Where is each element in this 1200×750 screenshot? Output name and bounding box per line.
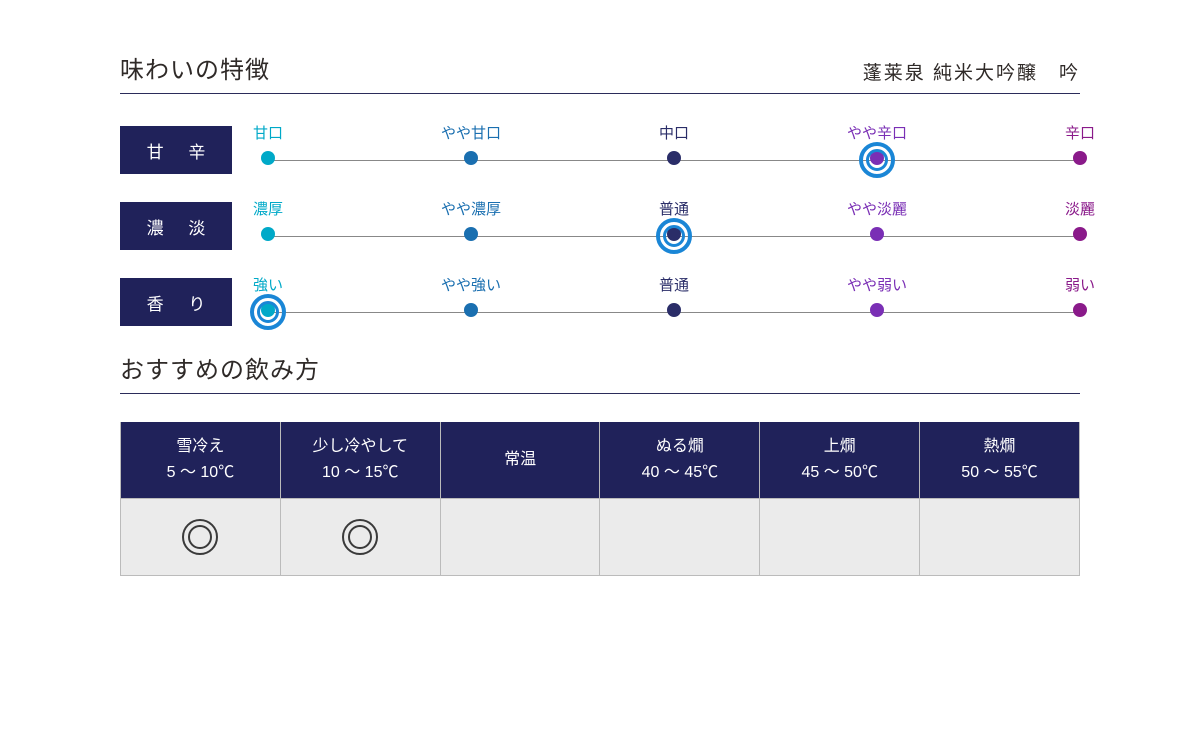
scale-points: 濃厚やや濃厚普通やや淡麗淡麗 [268,198,1080,241]
flavor-row: 濃 淡濃厚やや濃厚普通やや淡麗淡麗 [120,198,1080,254]
temp-name: ぬる燗 [656,434,704,460]
temp-column: 常温 [440,422,600,576]
temp-range: 40 〜 45℃ [642,460,719,486]
scale-point-label: 濃厚 [253,198,283,219]
scale-dot [667,303,681,317]
temp-range: 45 〜 50℃ [801,460,878,486]
temp-column: 雪冷え5 〜 10℃ [120,422,280,576]
temp-range: 10 〜 15℃ [322,460,399,486]
scale-dot [1073,303,1087,317]
scale-dot [261,151,275,165]
temp-range: 5 〜 10℃ [167,460,235,486]
flavor-row: 甘 辛甘口やや甘口中口やや辛口辛口 [120,122,1080,178]
scale-point-label: 弱い [1065,274,1095,295]
temp-column: ぬる燗40 〜 45℃ [599,422,759,576]
scale-point-label: 普通 [659,198,689,219]
scale-dot [870,227,884,241]
scale-point-label: 甘口 [253,122,283,143]
recommended-mark-inner-icon [348,525,372,549]
scale-point-label: 辛口 [1065,122,1095,143]
selected-ring-inner-icon [866,149,888,171]
scale-point-label: やや弱い [847,274,907,295]
temp-column-header: ぬる燗40 〜 45℃ [600,422,759,498]
scale-point-label: 淡麗 [1065,198,1095,219]
scale-dot [464,151,478,165]
flavor-scale: 甘口やや甘口中口やや辛口辛口 [268,122,1080,178]
scale-point-label: 普通 [659,274,689,295]
temp-column-header: 常温 [441,422,600,498]
flavor-scale: 強いやや強い普通やや弱い弱い [268,274,1080,330]
temp-name: 雪冷え [176,434,224,460]
scale-points: 甘口やや甘口中口やや辛口辛口 [268,122,1080,165]
selected-ring-inner-icon [257,301,279,323]
scale-point-label: 中口 [659,122,689,143]
selected-ring-inner-icon [663,225,685,247]
flavor-scale: 濃厚やや濃厚普通やや淡麗淡麗 [268,198,1080,254]
scale-point-label: やや辛口 [847,122,907,143]
scale-dot [667,151,681,165]
recommended-mark-icon [182,519,218,555]
temp-column-body [281,498,440,576]
flavor-row-label: 甘 辛 [120,126,232,174]
temp-column-body [760,498,919,576]
scale-dot [464,303,478,317]
scale-point-label: やや淡麗 [847,198,907,219]
scale-dot [870,303,884,317]
temperature-table: 雪冷え5 〜 10℃少し冷やして10 〜 15℃常温ぬる燗40 〜 45℃上燗4… [120,422,1080,576]
flavor-scales: 甘 辛甘口やや甘口中口やや辛口辛口濃 淡濃厚やや濃厚普通やや淡麗淡麗香 り強いや… [120,122,1080,330]
temp-range: 50 〜 55℃ [961,460,1038,486]
temp-name: 常温 [504,447,536,473]
product-name: 蓬莱泉 純米大吟醸 吟 [863,58,1080,85]
temp-column: 上燗45 〜 50℃ [759,422,919,576]
scale-points: 強いやや強い普通やや弱い弱い [268,274,1080,317]
temp-column-header: 雪冷え5 〜 10℃ [121,422,280,498]
scale-point-label: やや強い [441,274,501,295]
recommended-mark-inner-icon [188,525,212,549]
temp-column-header: 熱燗50 〜 55℃ [920,422,1079,498]
scale-dot [1073,227,1087,241]
scale-dot [1073,151,1087,165]
temp-column-header: 少し冷やして10 〜 15℃ [281,422,440,498]
temp-column-body [441,498,600,576]
temp-name: 上燗 [824,434,856,460]
scale-point-label: やや甘口 [441,122,501,143]
temp-name: 熱燗 [984,434,1016,460]
scale-point-label: やや濃厚 [441,198,501,219]
temp-column-header: 上燗45 〜 50℃ [760,422,919,498]
section-title-temperature: おすすめの飲み方 [120,350,1080,394]
temp-column: 少し冷やして10 〜 15℃ [280,422,440,576]
flavor-row-label: 濃 淡 [120,202,232,250]
flavor-header: 味わいの特徴 蓬莱泉 純米大吟醸 吟 [120,50,1080,94]
flavor-row: 香 り強いやや強い普通やや弱い弱い [120,274,1080,330]
scale-point-label: 強い [253,274,283,295]
temp-column-body [121,498,280,576]
temp-column-body [600,498,759,576]
scale-dot [464,227,478,241]
recommended-mark-icon [342,519,378,555]
temp-column: 熱燗50 〜 55℃ [919,422,1079,576]
temp-name: 少し冷やして [312,434,408,460]
flavor-row-label: 香 り [120,278,232,326]
scale-dot [261,227,275,241]
temp-column-body [920,498,1079,576]
section-title-flavor: 味わいの特徴 [120,50,270,85]
